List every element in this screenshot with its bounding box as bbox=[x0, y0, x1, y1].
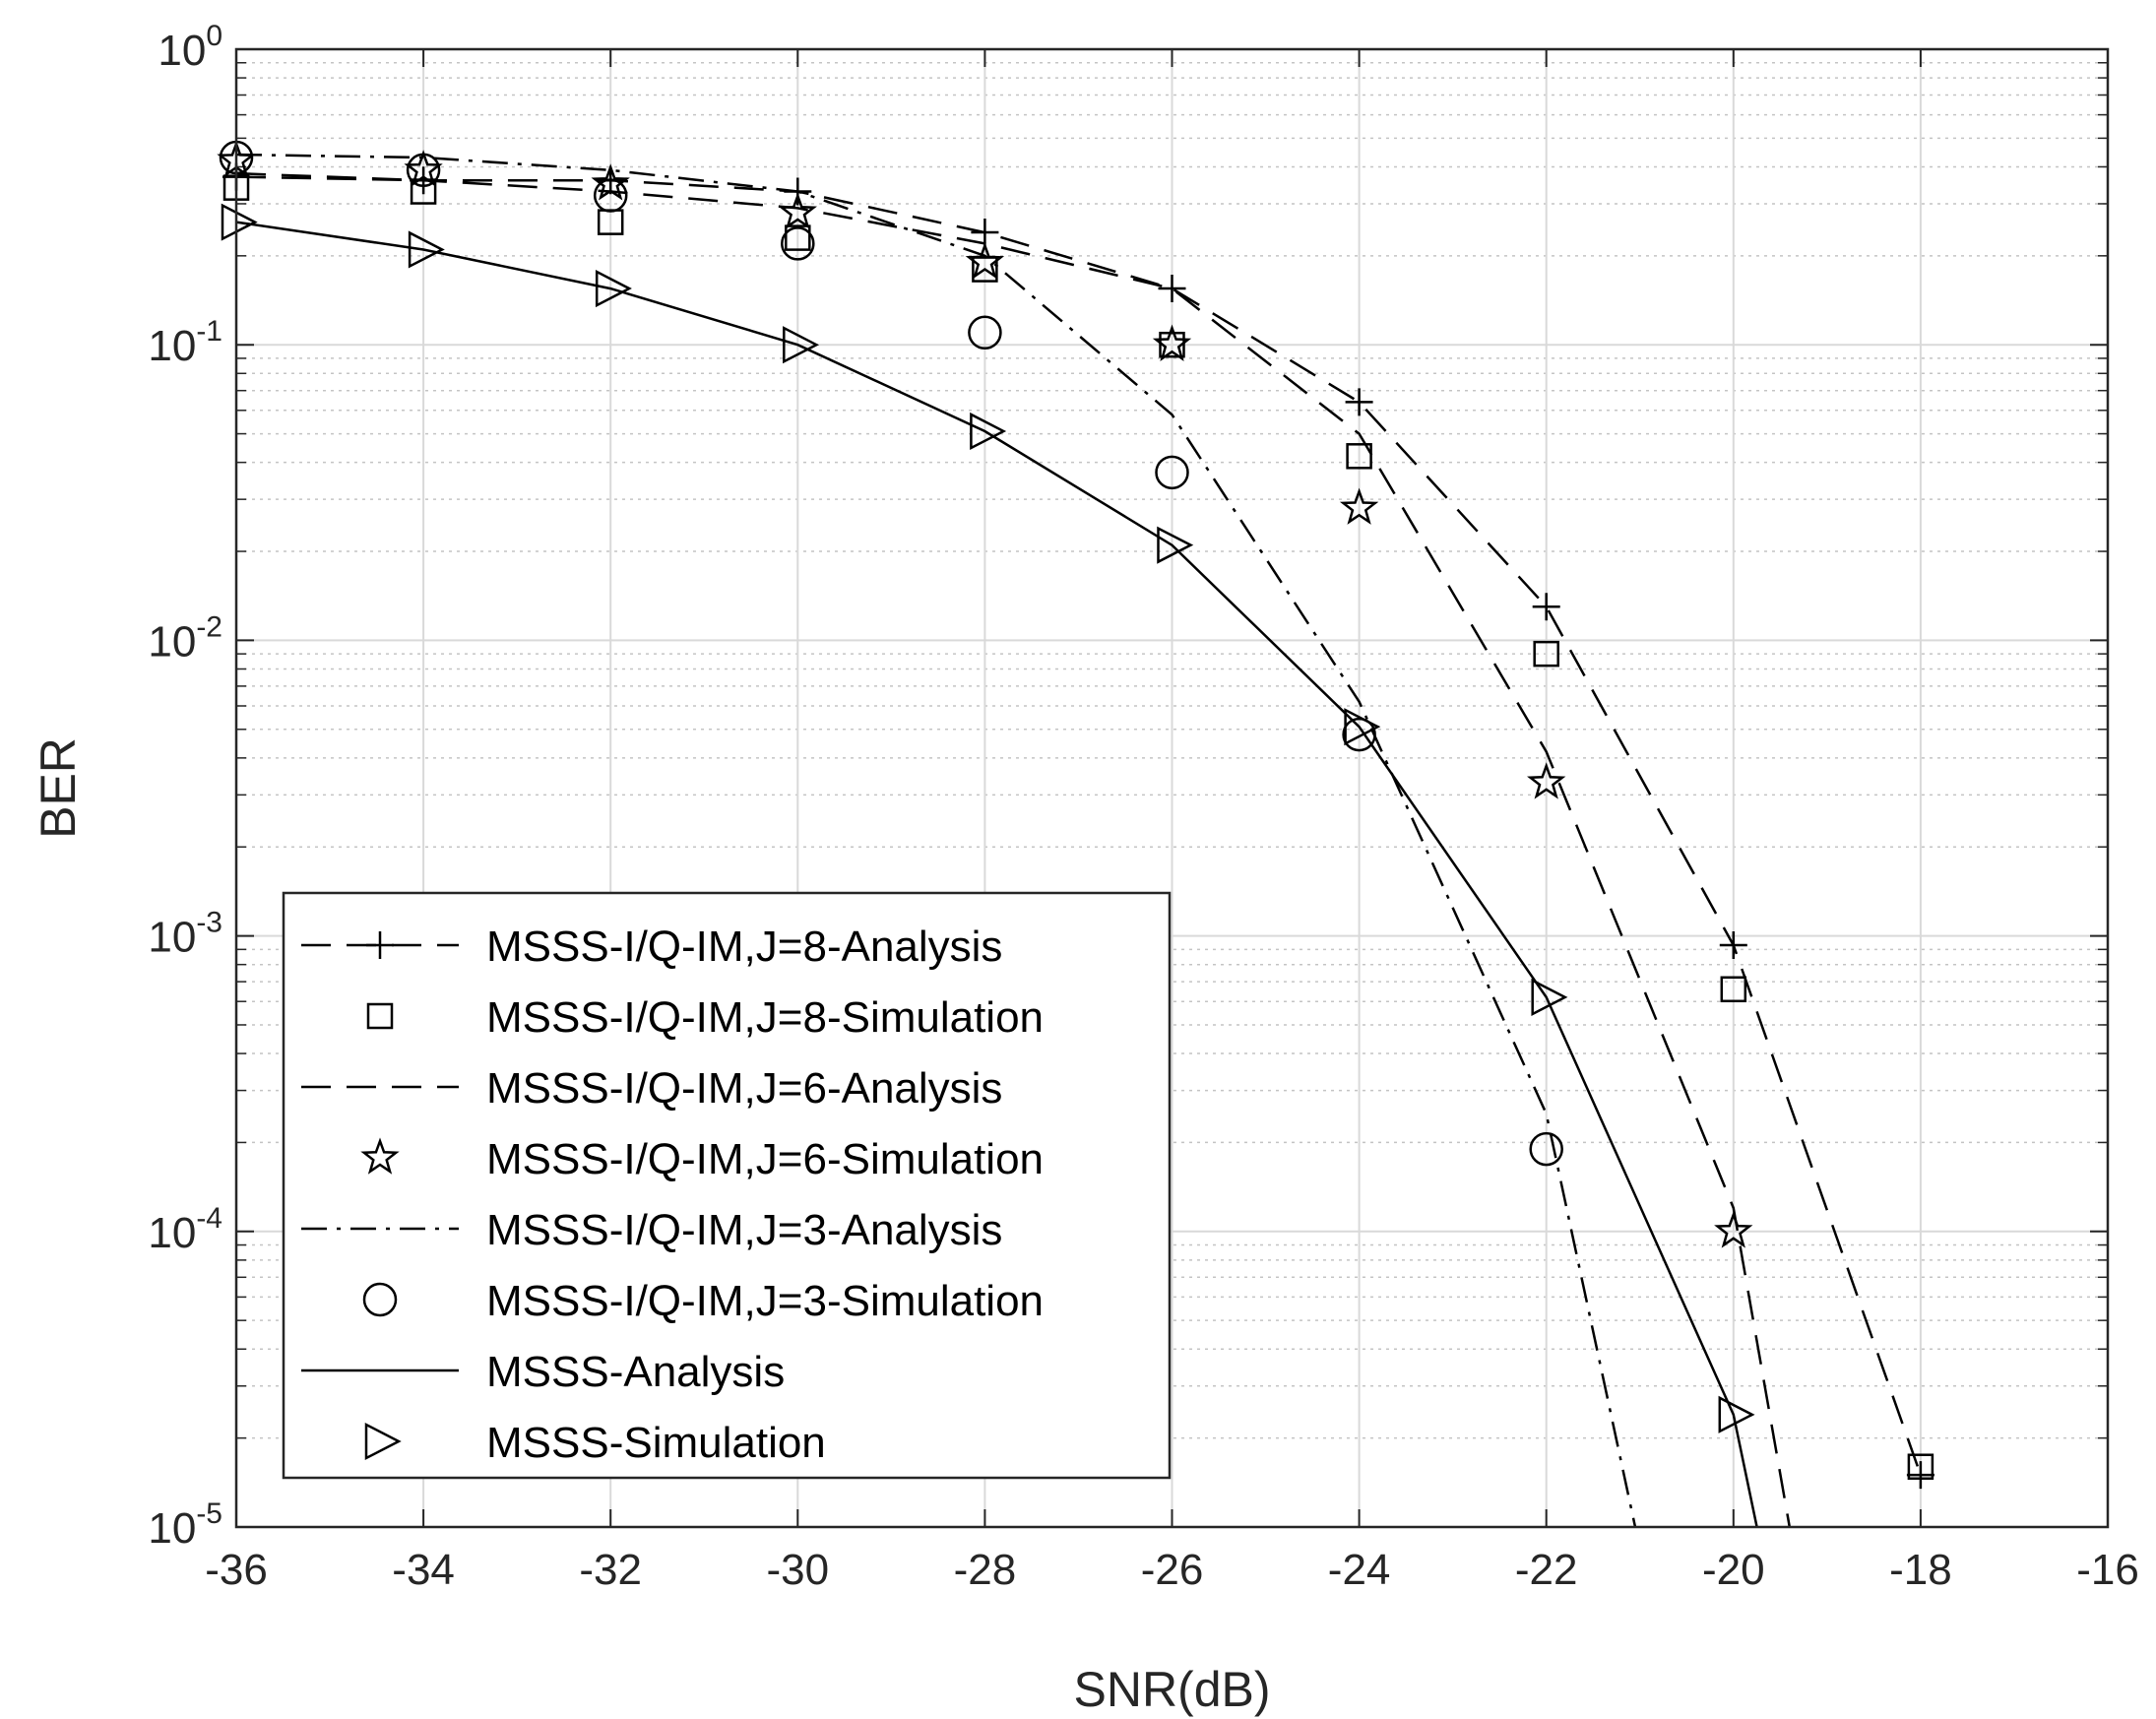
series-line bbox=[235, 175, 1923, 1476]
legend-star-marker bbox=[360, 1137, 400, 1175]
x-tick-label: -24 bbox=[1328, 1546, 1391, 1594]
square-marker bbox=[1346, 443, 1372, 470]
y-tick-label: 10-3 bbox=[148, 907, 222, 962]
legend-label: MSSS-Analysis bbox=[486, 1348, 785, 1396]
y-tick-label: 100 bbox=[158, 20, 222, 75]
legend-item: MSSS-Simulation bbox=[364, 1419, 826, 1467]
x-tick-label: -28 bbox=[954, 1546, 1017, 1594]
legend: MSSS-I/Q-IM,J=8-Analysis MSSS-I/Q-IM,J=8-… bbox=[282, 891, 1172, 1480]
y-tick-label: 10-4 bbox=[148, 1202, 222, 1257]
series-line bbox=[235, 153, 1637, 1528]
plus-marker bbox=[1532, 593, 1560, 621]
plus-marker bbox=[1906, 1461, 1934, 1490]
legend-label: MSSS-I/Q-IM,J=8-Simulation bbox=[486, 993, 1044, 1042]
series-line bbox=[235, 171, 1792, 1528]
triangle-right-marker bbox=[1344, 708, 1381, 746]
square-marker bbox=[1533, 640, 1559, 668]
circle-marker bbox=[781, 226, 815, 261]
x-tick-label: -18 bbox=[1889, 1546, 1952, 1594]
legend-label: MSSS-I/Q-IM,J=3-Simulation bbox=[486, 1277, 1044, 1325]
x-tick-label: -34 bbox=[392, 1546, 455, 1594]
x-tick-labels: -36 -34 -32 -30 -28 -26 -24 -22 -20 -18 -16 bbox=[205, 1546, 2139, 1594]
y-axis-label: BER bbox=[31, 737, 86, 839]
plot-frame bbox=[234, 47, 2110, 1529]
star-marker bbox=[1714, 1211, 1753, 1248]
star-marker bbox=[965, 241, 1005, 280]
legend-triangle-right-marker bbox=[364, 1422, 402, 1461]
legend-item: MSSS-Analysis bbox=[301, 1348, 785, 1396]
star-marker bbox=[1339, 487, 1379, 525]
star-marker bbox=[1152, 324, 1192, 361]
y-tick-label: 10-5 bbox=[148, 1497, 222, 1553]
x-tick-label: -16 bbox=[2076, 1546, 2139, 1594]
legend-item: MSSS-I/Q-IM,J=6-Simulation bbox=[360, 1135, 1044, 1183]
circle-marker bbox=[593, 178, 628, 213]
x-tick-label: -36 bbox=[205, 1546, 268, 1594]
square-marker bbox=[785, 224, 811, 251]
legend-label: MSSS-I/Q-IM,J=3-Analysis bbox=[486, 1206, 1002, 1254]
x-axis-label: SNR(dB) bbox=[1073, 1662, 1270, 1717]
series-msss-simulation bbox=[221, 203, 1755, 1433]
series-msss-i-q-im-j-3-analysis bbox=[235, 153, 1637, 1528]
triangle-right-marker bbox=[783, 326, 820, 364]
plus-marker bbox=[971, 219, 999, 247]
series-msss-analysis bbox=[235, 221, 1758, 1528]
plus-marker bbox=[1345, 388, 1373, 416]
triangle-right-marker bbox=[408, 230, 445, 269]
x-tick-label: -20 bbox=[1702, 1546, 1765, 1594]
triangle-right-marker bbox=[1718, 1395, 1755, 1433]
x-tick-label: -22 bbox=[1515, 1546, 1578, 1594]
circle-marker bbox=[968, 315, 1002, 350]
y-tick-label: 10-1 bbox=[148, 315, 222, 370]
legend-label: MSSS-I/Q-IM,J=6-Simulation bbox=[486, 1135, 1044, 1183]
circle-marker bbox=[1529, 1131, 1563, 1167]
triangle-right-marker bbox=[1531, 978, 1568, 1016]
series-msss-i-q-im-j-3-simulation bbox=[219, 140, 1563, 1167]
legend-item: MSSS-I/Q-IM,J=8-Analysis bbox=[301, 923, 1002, 971]
plus-marker bbox=[1719, 931, 1747, 960]
y-tick-labels: 10-5 10-4 10-3 10-2 10-1 100 bbox=[148, 20, 222, 1553]
legend-plus-marker bbox=[366, 931, 394, 959]
square-marker bbox=[972, 256, 998, 283]
series-msss-i-q-im-j-6-analysis bbox=[235, 171, 1792, 1528]
legend-item: MSSS-I/Q-IM,J=8-Simulation bbox=[366, 993, 1044, 1042]
circle-marker bbox=[1155, 455, 1189, 490]
legend-item: MSSS-I/Q-IM,J=3-Simulation bbox=[362, 1277, 1044, 1325]
triangle-right-marker bbox=[1157, 526, 1194, 564]
square-marker bbox=[1907, 1453, 1934, 1480]
star-marker bbox=[591, 163, 630, 201]
axis-ticks bbox=[235, 48, 2109, 1528]
legend-square-marker bbox=[366, 1002, 394, 1030]
legend-item: MSSS-I/Q-IM,J=6-Analysis bbox=[301, 1064, 1002, 1113]
legend-circle-marker bbox=[362, 1282, 398, 1317]
circle-marker bbox=[1342, 717, 1376, 752]
x-tick-label: -30 bbox=[767, 1546, 830, 1594]
legend-box bbox=[282, 891, 1172, 1480]
legend-label: MSSS-I/Q-IM,J=6-Analysis bbox=[486, 1064, 1002, 1113]
triangle-right-marker bbox=[221, 203, 258, 241]
star-marker bbox=[778, 192, 817, 229]
legend-item: MSSS-I/Q-IM,J=3-Analysis bbox=[301, 1206, 1002, 1254]
circle-marker bbox=[406, 153, 441, 188]
plus-marker bbox=[1158, 275, 1186, 303]
square-marker bbox=[1720, 976, 1747, 1003]
x-tick-label: -32 bbox=[579, 1546, 642, 1594]
square-marker bbox=[1159, 331, 1185, 358]
triangle-right-marker bbox=[970, 412, 1007, 451]
series-line bbox=[235, 221, 1758, 1528]
star-marker bbox=[1527, 762, 1566, 799]
star-marker bbox=[404, 150, 443, 187]
legend-label: MSSS-Simulation bbox=[486, 1419, 826, 1467]
triangle-right-marker bbox=[595, 270, 632, 308]
legend-label: MSSS-I/Q-IM,J=8-Analysis bbox=[486, 923, 1002, 971]
y-tick-label: 10-2 bbox=[148, 610, 222, 666]
x-tick-label: -26 bbox=[1141, 1546, 1204, 1594]
